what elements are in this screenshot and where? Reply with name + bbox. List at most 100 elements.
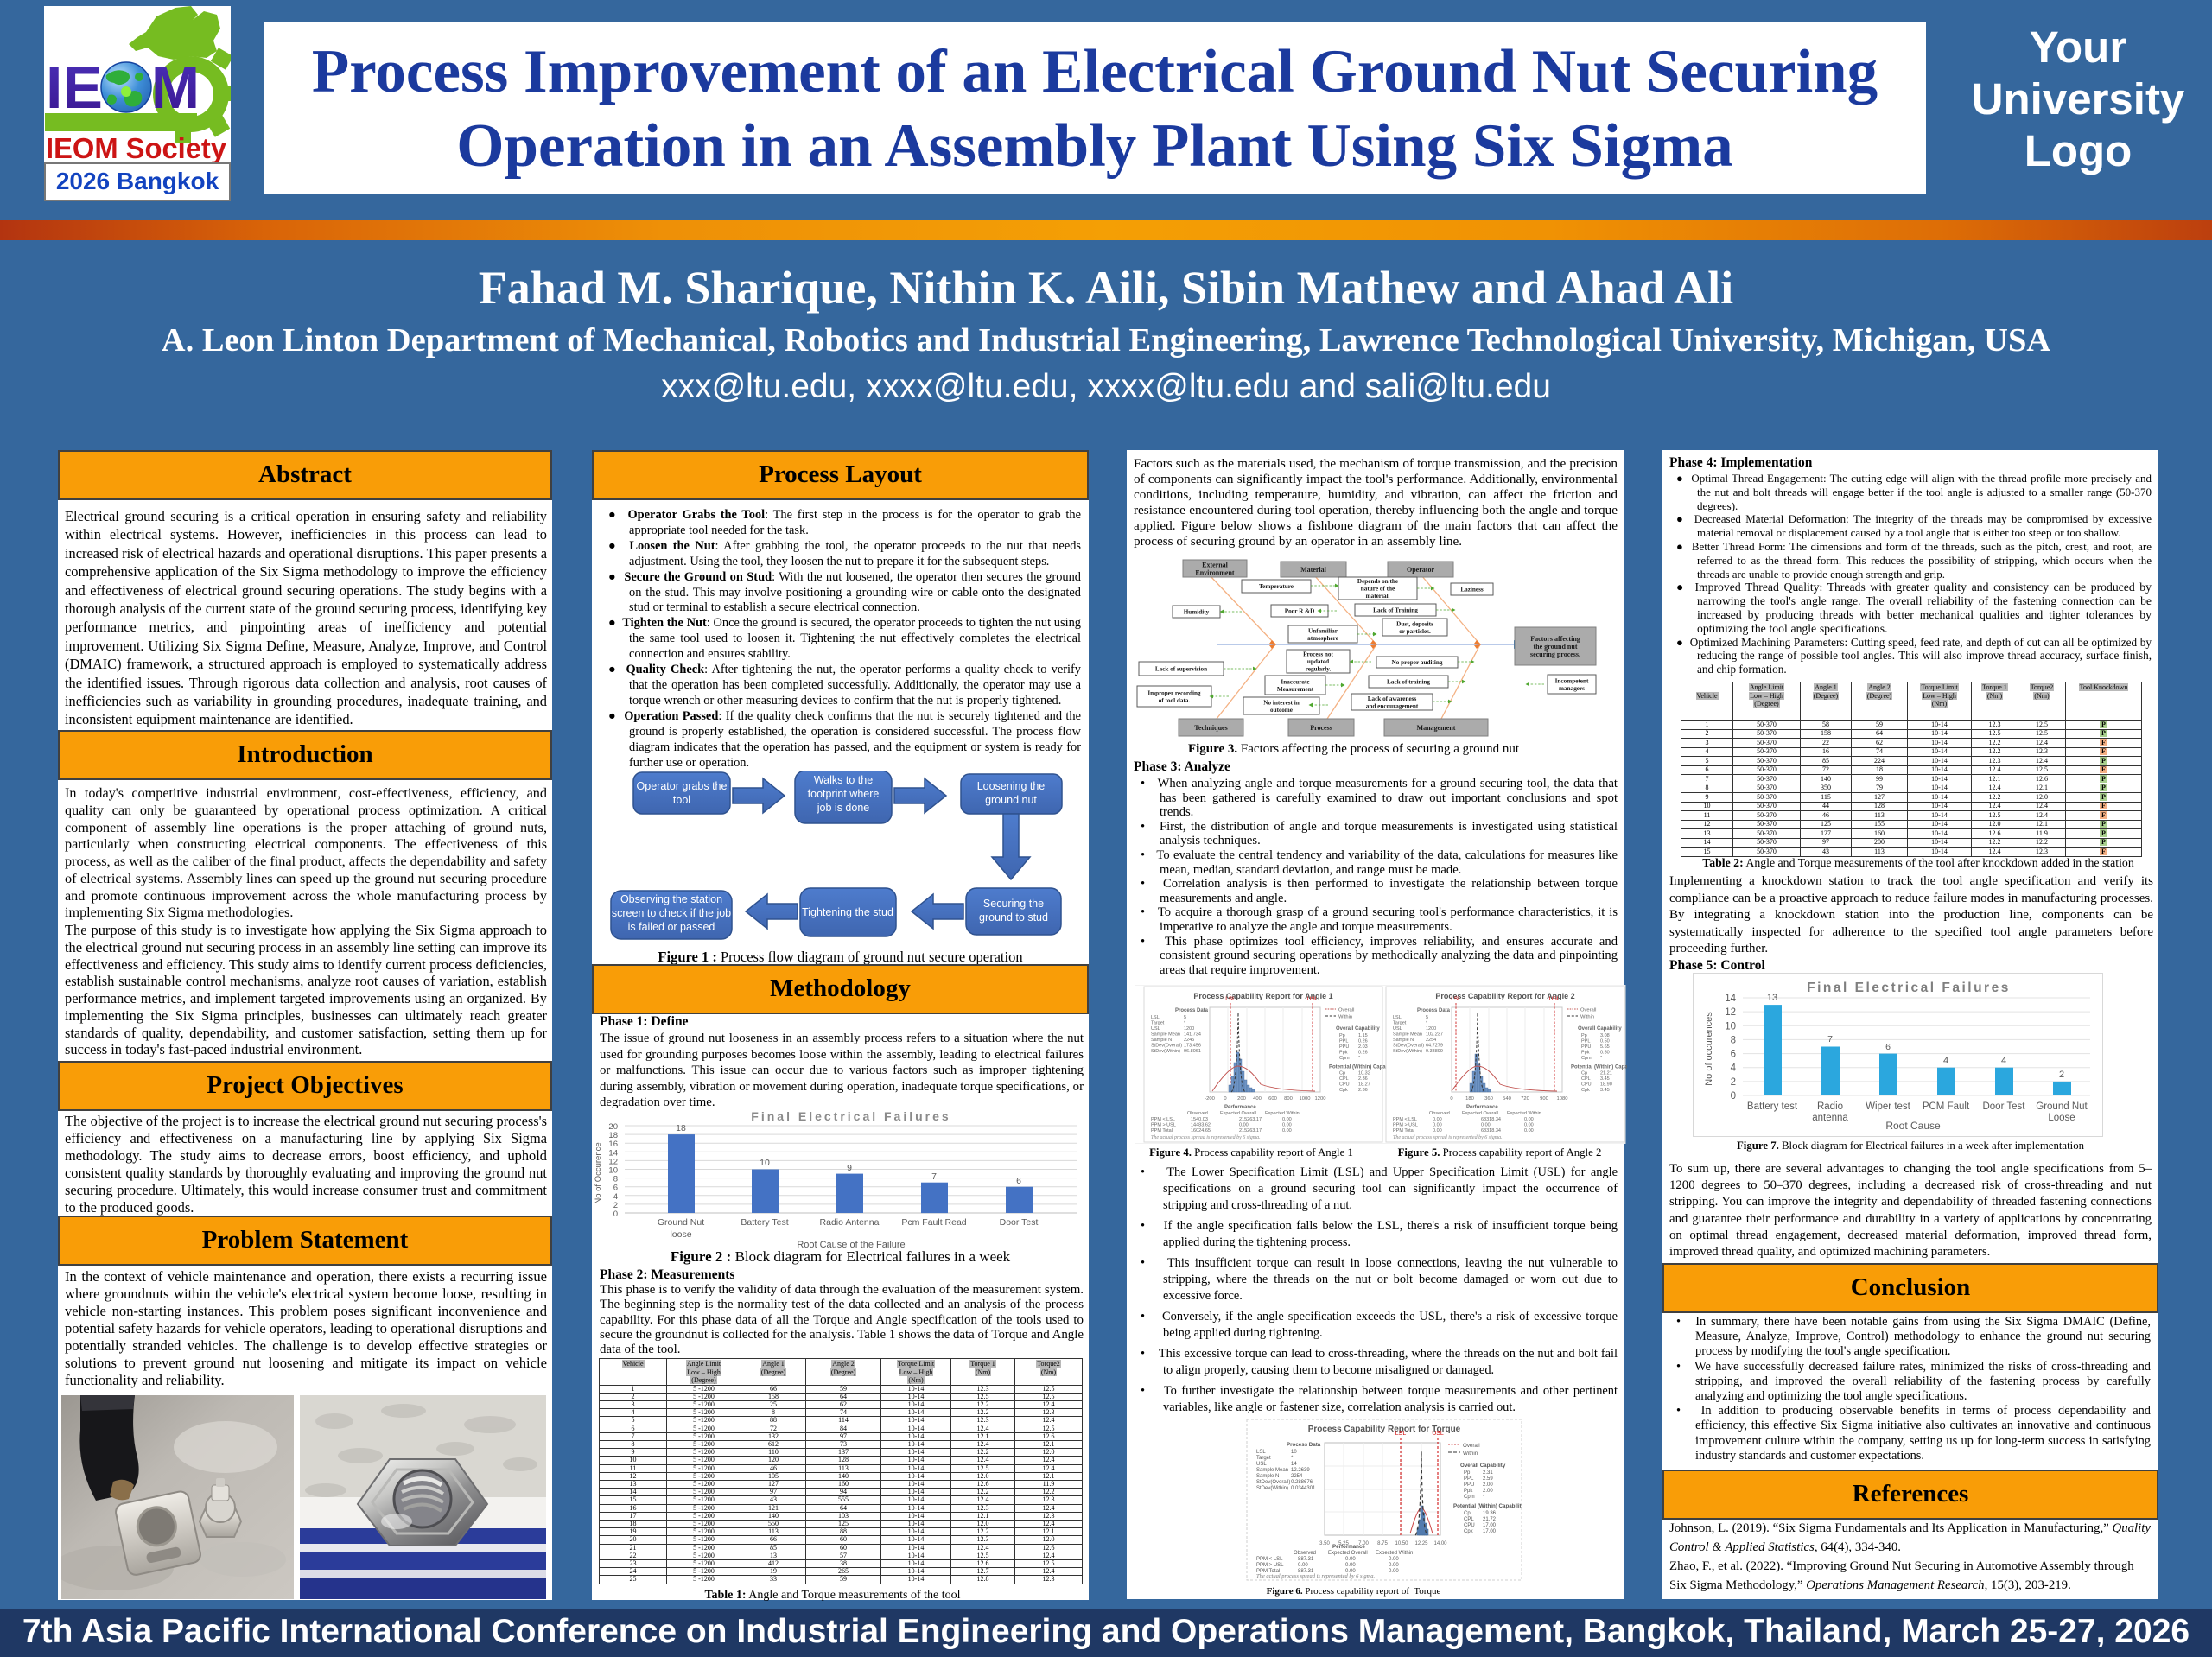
svg-text:14483.62: 14483.62: [1191, 1123, 1211, 1128]
svg-text:Overall: Overall: [1463, 1443, 1480, 1449]
svg-text:Battery Test: Battery Test: [741, 1217, 788, 1228]
svg-text:2: 2: [1731, 1077, 1736, 1088]
svg-text:Laziness: Laziness: [1460, 587, 1484, 594]
svg-text:6: 6: [613, 1184, 618, 1193]
svg-text:0.00: 0.00: [1524, 1117, 1534, 1122]
svg-text:0.00: 0.00: [1433, 1123, 1442, 1128]
svg-text:18: 18: [608, 1131, 618, 1140]
svg-text:Door Test: Door Test: [1000, 1217, 1039, 1228]
svg-text:10: 10: [1725, 1021, 1736, 1032]
svg-text:1200: 1200: [1184, 1026, 1194, 1032]
svg-text:Process: Process: [1310, 724, 1332, 732]
svg-text:Battery test: Battery test: [1747, 1101, 1798, 1112]
svg-text:102.237: 102.237: [1426, 1032, 1443, 1038]
svg-text:material.: material.: [1366, 593, 1390, 600]
svg-text:tool: tool: [673, 794, 690, 806]
svg-text:and encouragement: and encouragement: [1366, 702, 1419, 709]
svg-text:0.00: 0.00: [1345, 1563, 1356, 1568]
svg-text:Process Data: Process Data: [1175, 1008, 1209, 1013]
svg-text:9: 9: [847, 1163, 852, 1173]
svg-text:0: 0: [1731, 1091, 1736, 1101]
svg-text:Measurement: Measurement: [1277, 686, 1314, 693]
svg-text:CPU: CPU: [1464, 1523, 1475, 1528]
svg-text:Factors affecting: Factors affecting: [1530, 635, 1580, 643]
svg-text:Performance: Performance: [1224, 1105, 1256, 1110]
svg-text:21.72: 21.72: [1483, 1517, 1497, 1522]
svg-text:LSL: LSL: [1395, 1431, 1407, 1437]
svg-text:USL: USL: [1432, 1431, 1444, 1437]
svg-text:*: *: [1184, 1021, 1186, 1026]
svg-text:1200: 1200: [1315, 1096, 1326, 1101]
svg-text:1540.03: 1540.03: [1191, 1117, 1208, 1122]
svg-text:0.00: 0.00: [1345, 1557, 1356, 1562]
svg-text:PPU: PPU: [1581, 1044, 1591, 1050]
svg-text:USL: USL: [1151, 1026, 1160, 1032]
svg-text:Management: Management: [1417, 724, 1456, 732]
svg-text:Cp: Cp: [1339, 1071, 1345, 1076]
svg-text:Observed: Observed: [1187, 1111, 1208, 1116]
svg-text:is failed or passed: is failed or passed: [628, 921, 715, 933]
svg-text:Securing the: Securing the: [983, 898, 1044, 910]
svg-text:Ground Nut: Ground Nut: [658, 1217, 704, 1228]
svg-text:17.00: 17.00: [1483, 1523, 1497, 1528]
svg-text:17.00: 17.00: [1483, 1529, 1497, 1534]
svg-text:Dust, deposits: Dust, deposits: [1396, 620, 1433, 627]
svg-text:7: 7: [1827, 1034, 1833, 1044]
svg-text:2.59: 2.59: [1483, 1476, 1493, 1482]
svg-text:securing process.: securing process.: [1530, 651, 1580, 658]
svg-text:Lack of Training: Lack of Training: [1373, 607, 1418, 614]
svg-text:0.26: 0.26: [1358, 1051, 1368, 1056]
svg-text:10.32: 10.32: [1358, 1071, 1370, 1076]
svg-text:0.50: 0.50: [1600, 1039, 1610, 1044]
svg-text:Operator: Operator: [1407, 566, 1434, 574]
svg-text:Pp: Pp: [1581, 1033, 1587, 1038]
svg-text:Target: Target: [1256, 1456, 1271, 1461]
svg-text:Cpk: Cpk: [1581, 1088, 1590, 1093]
svg-text:Overall Capability: Overall Capability: [1578, 1026, 1622, 1032]
svg-text:0.50: 0.50: [1600, 1051, 1610, 1056]
svg-text:Expected Overall: Expected Overall: [1220, 1111, 1256, 1116]
svg-text:Loose: Loose: [2048, 1113, 2075, 1123]
svg-text:2254: 2254: [1426, 1038, 1436, 1043]
svg-text:LSL: LSL: [1451, 996, 1461, 1002]
svg-text:Cpk: Cpk: [1339, 1088, 1348, 1093]
svg-text:2: 2: [2059, 1070, 2064, 1080]
svg-text:CPL: CPL: [1581, 1076, 1591, 1082]
svg-text:Process Data: Process Data: [1417, 1008, 1451, 1013]
svg-text:M: M: [151, 54, 200, 121]
svg-text:0.00: 0.00: [1282, 1117, 1292, 1122]
svg-text:Performance: Performance: [1466, 1105, 1498, 1110]
svg-text:Expected Overall: Expected Overall: [1328, 1551, 1368, 1556]
svg-text:Ground Nut: Ground Nut: [2036, 1101, 2088, 1112]
svg-text:Improper recording: Improper recording: [1147, 689, 1201, 696]
svg-text:No of Occurence: No of Occurence: [594, 1142, 603, 1203]
svg-text:CPU: CPU: [1581, 1082, 1592, 1088]
svg-text:IE: IE: [46, 54, 103, 121]
svg-text:Overall Capability: Overall Capability: [1460, 1463, 1506, 1469]
svg-text:Sample Mean: Sample Mean: [1256, 1468, 1288, 1473]
svg-text:10.50: 10.50: [1395, 1541, 1408, 1546]
svg-text:StDev(Within): StDev(Within): [1256, 1486, 1288, 1491]
svg-text:Humidity: Humidity: [1184, 609, 1210, 616]
svg-text:The actual process spread is r: The actual process spread is represented…: [1151, 1135, 1261, 1140]
svg-text:No proper auditing: No proper auditing: [1392, 659, 1443, 666]
svg-text:-200: -200: [1205, 1096, 1215, 1101]
svg-text:CPL: CPL: [1339, 1076, 1349, 1082]
svg-text:4: 4: [1943, 1056, 1948, 1066]
svg-text:3.45: 3.45: [1600, 1088, 1610, 1093]
svg-text:Wiper test: Wiper test: [1866, 1101, 1911, 1112]
svg-text:Loosening the: Loosening the: [977, 780, 1046, 792]
svg-text:PPM < LSL: PPM < LSL: [1151, 1117, 1175, 1122]
svg-text:Walks to the: Walks to the: [814, 774, 873, 786]
svg-text:7: 7: [931, 1171, 937, 1182]
svg-text:IEOM Society: IEOM Society: [46, 132, 227, 162]
svg-text:0.00: 0.00: [1345, 1569, 1356, 1574]
svg-text:Potential (Within) Capability: Potential (Within) Capability: [1329, 1065, 1398, 1070]
svg-text:13: 13: [1767, 993, 1777, 1003]
svg-text:footprint where: footprint where: [808, 788, 880, 800]
svg-text:8: 8: [613, 1175, 618, 1184]
svg-text:Operator grabs the: Operator grabs the: [637, 780, 728, 792]
svg-text:Process Capability Report for: Process Capability Report for Angle 1: [1193, 992, 1332, 1000]
svg-text:0.00: 0.00: [1298, 1563, 1308, 1568]
svg-text:173.456: 173.456: [1184, 1044, 1201, 1049]
